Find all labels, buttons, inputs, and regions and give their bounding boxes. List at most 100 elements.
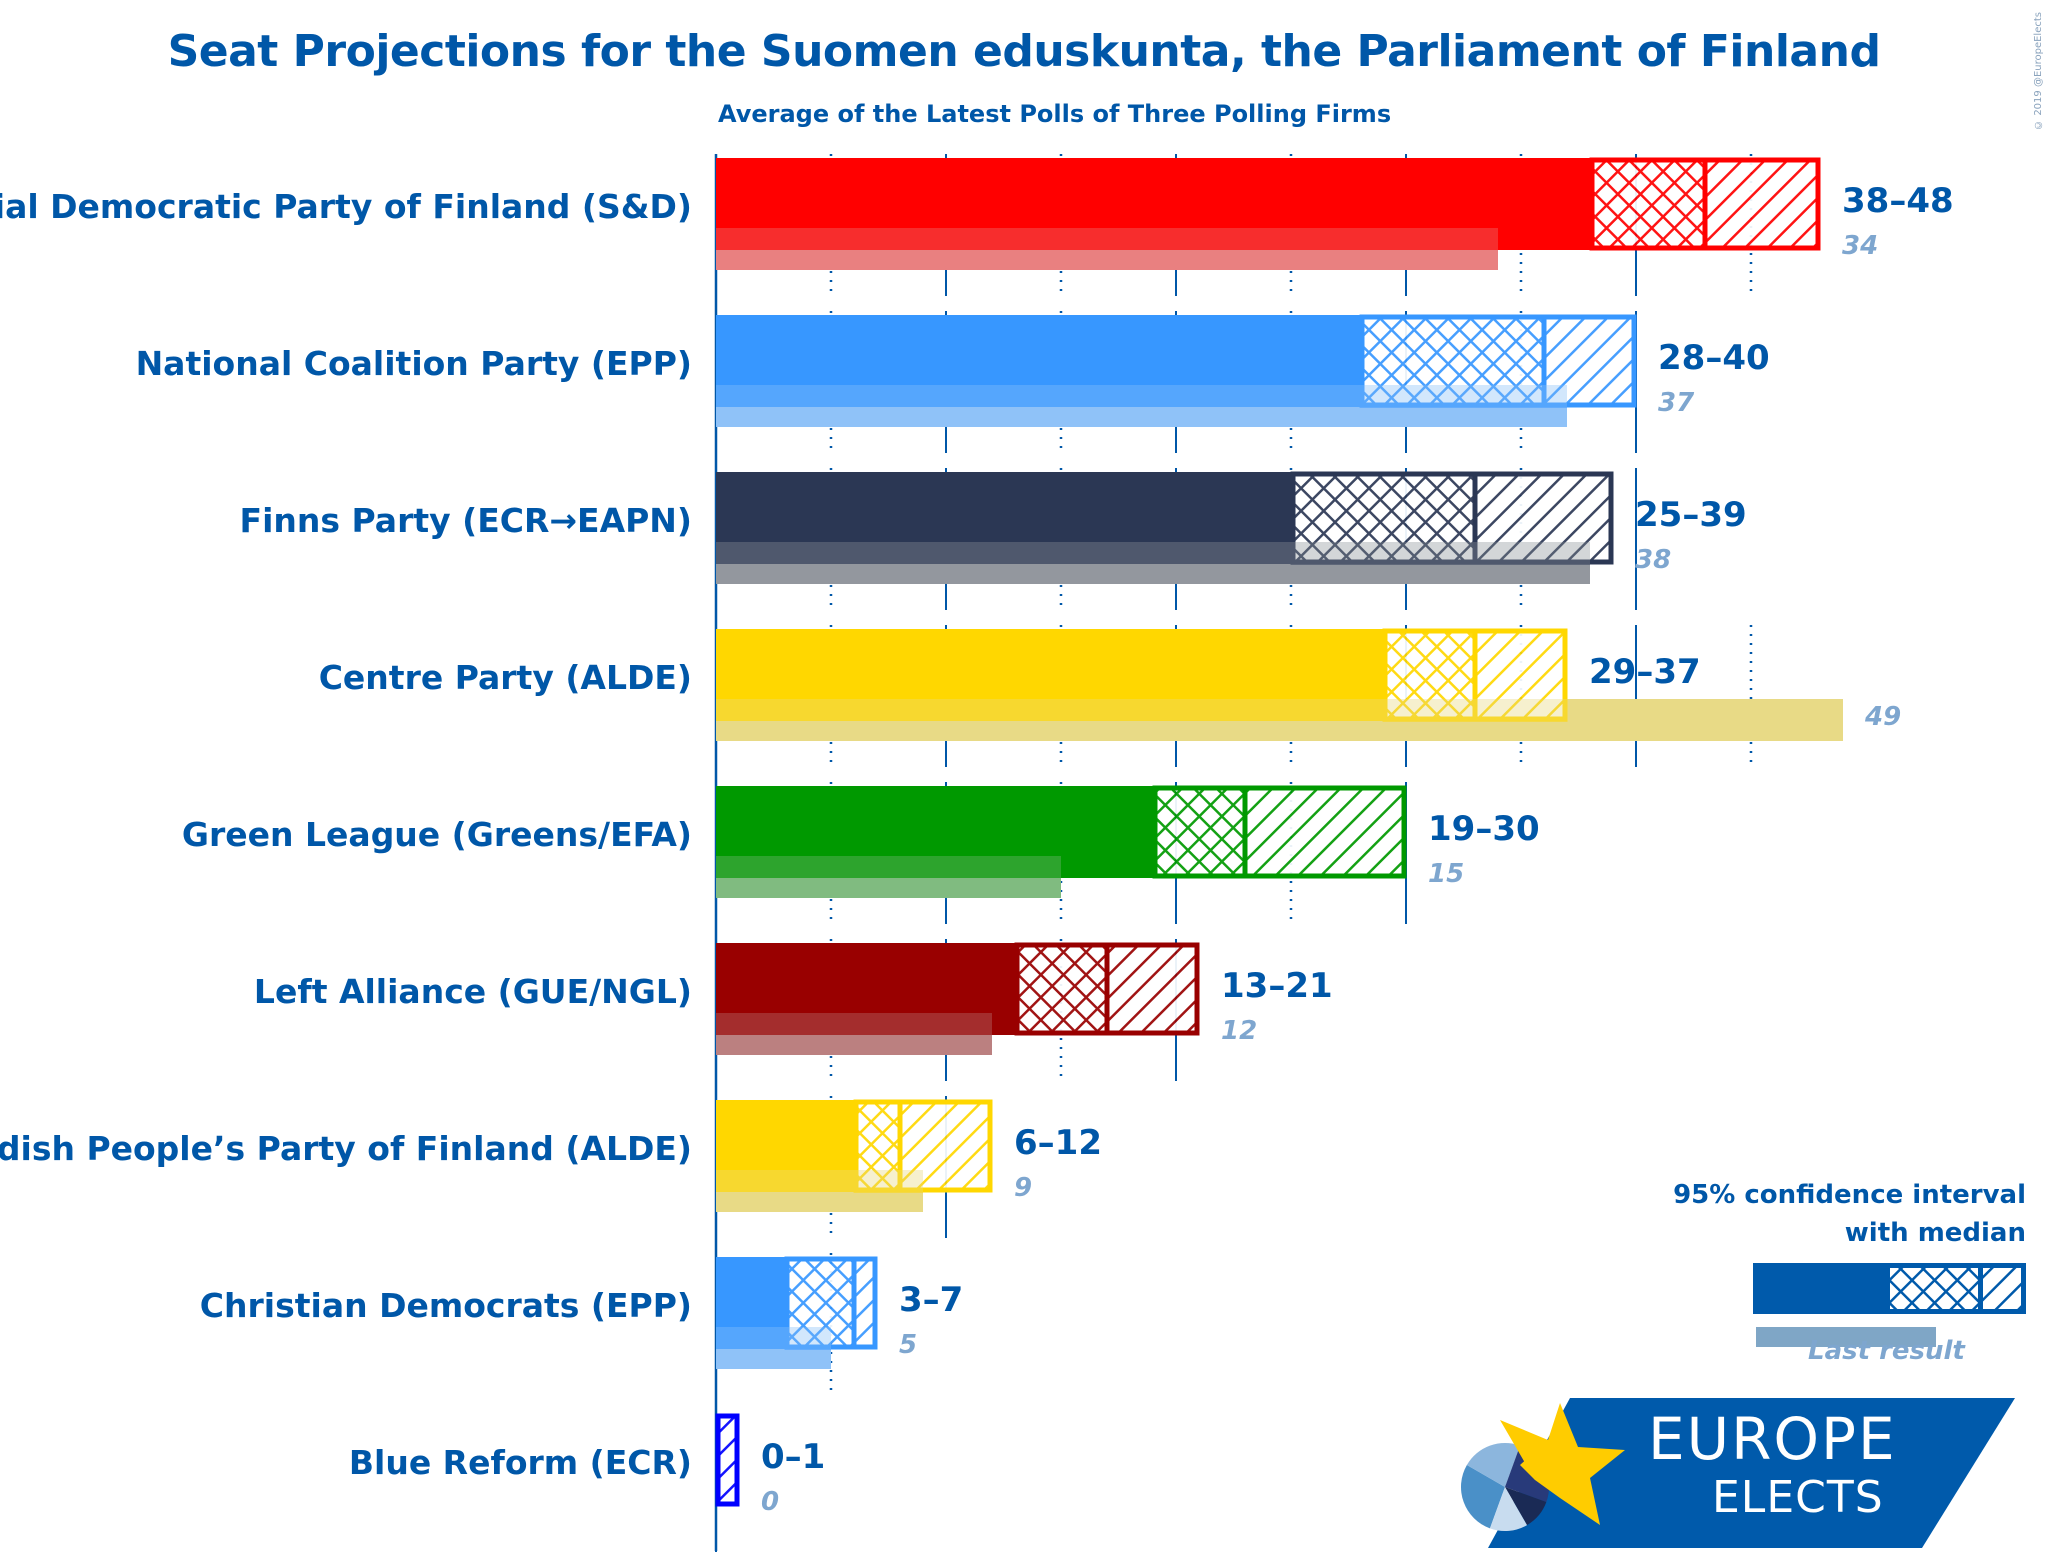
- ci-upper-hatch: [1544, 319, 1636, 403]
- logo-pie-slice: [1489, 1487, 1527, 1531]
- solid-bar: [716, 472, 1291, 564]
- bars: Social Democratic Party of Finland (S&D)…: [0, 157, 1954, 1517]
- last-result-label: 37: [1658, 388, 1695, 418]
- range-label: 0–1: [761, 1437, 825, 1477]
- party-label: Blue Reform (ECR): [349, 1443, 692, 1482]
- last-result-label: 38: [1635, 545, 1671, 575]
- legend-line-2: with median: [1844, 1218, 2026, 1248]
- legend-last-result-swatch: [1756, 1327, 1936, 1347]
- range-label: 6–12: [1014, 1123, 1102, 1163]
- ci-upper-hatch: [716, 1418, 739, 1502]
- range-label: 29–37: [1589, 652, 1701, 692]
- last-result-overlay: [716, 1013, 992, 1035]
- ci-lower-crosshatch: [1291, 476, 1475, 560]
- ci-outline: [1014, 942, 1200, 1036]
- solid-bar: [716, 629, 1383, 721]
- ci-lower-crosshatch: [1153, 790, 1245, 874]
- range-label: 25–39: [1635, 495, 1747, 535]
- solid-bar: [716, 158, 1590, 250]
- ci-lower-crosshatch: [1590, 162, 1705, 246]
- solid-bar: [716, 1257, 785, 1349]
- last-result-label: 5: [899, 1330, 917, 1360]
- party-label: Centre Party (ALDE): [319, 658, 692, 697]
- ci-outline: [1589, 157, 1821, 251]
- solid-bar: [716, 1100, 854, 1192]
- last-result-overlay: [716, 856, 1061, 878]
- logo-star-icon: [1500, 1420, 1590, 1480]
- party-row: Blue Reform (ECR) 0–1 0: [349, 1413, 825, 1517]
- logo-banner: [1488, 1398, 2015, 1548]
- ci-outline: [715, 1413, 740, 1507]
- party-row: Centre Party (ALDE) 29–37 49: [319, 628, 1901, 741]
- logo-pie-slice: [1461, 1465, 1505, 1529]
- logo-text-elects: ELECTS: [1712, 1472, 1884, 1523]
- legend-last-result-label: Last result: [1808, 1336, 1965, 1366]
- ci-lower-crosshatch: [1383, 633, 1475, 717]
- ci-outline: [1359, 314, 1637, 408]
- last-result-label: 49: [1864, 702, 1901, 732]
- party-label: Green League (Greens/EFA): [182, 815, 692, 854]
- party-row: Left Alliance (GUE/NGL) 13–21 12: [254, 942, 1333, 1055]
- last-result-overlay: [716, 385, 1567, 407]
- last-result-label: 9: [1014, 1173, 1032, 1203]
- legend-hatch-swatch: [1983, 1268, 2021, 1309]
- ci-upper-hatch: [1107, 947, 1199, 1031]
- party-label: Christian Democrats (EPP): [200, 1286, 692, 1325]
- party-row: Finns Party (ECR→EAPN) 25–39 38: [240, 471, 1747, 584]
- last-result-label: 12: [1221, 1016, 1257, 1046]
- party-label: Finns Party (ECR→EAPN): [240, 501, 692, 540]
- last-result-overlay: [716, 542, 1590, 564]
- last-result-label: 15: [1428, 859, 1464, 889]
- party-row: Social Democratic Party of Finland (S&D)…: [0, 157, 1954, 270]
- party-row: Green League (Greens/EFA) 19–30 15: [182, 785, 1540, 898]
- chart-subtitle: Average of the Latest Polls of Three Pol…: [718, 100, 1392, 128]
- party-label: Left Alliance (GUE/NGL): [254, 972, 692, 1011]
- ci-outline: [1382, 628, 1568, 722]
- ci-lower-crosshatch: [785, 1261, 854, 1345]
- solid-bar: [716, 943, 1015, 1035]
- party-label: National Coalition Party (EPP): [136, 344, 692, 383]
- party-label: Swedish People’s Party of Finland (ALDE): [0, 1129, 692, 1168]
- last-result-overlay: [716, 1327, 831, 1349]
- party-row: National Coalition Party (EPP) 28–40 37: [136, 314, 1770, 427]
- ci-upper-hatch: [1245, 790, 1406, 874]
- ci-lower-crosshatch: [854, 1104, 900, 1188]
- last-result-overlay: [716, 1170, 923, 1192]
- legend-title: 95% confidence interval with median: [1673, 1176, 2026, 1252]
- ci-upper-hatch: [900, 1104, 992, 1188]
- ci-outline: [784, 1256, 878, 1350]
- chart-title: Seat Projections for the Suomen eduskunt…: [167, 26, 1881, 77]
- last-result-label: 34: [1842, 231, 1878, 261]
- last-result-overlay: [716, 228, 1498, 250]
- range-label: 13–21: [1221, 966, 1333, 1006]
- logo-pie-slice: [1505, 1487, 1547, 1526]
- range-label: 19–30: [1428, 809, 1540, 849]
- solid-bar: [716, 786, 1153, 878]
- ci-upper-hatch: [1475, 633, 1567, 717]
- ci-upper-hatch: [1475, 476, 1613, 560]
- party-row: Swedish People’s Party of Finland (ALDE)…: [0, 1099, 1102, 1212]
- last-result-overlay: [716, 699, 1843, 721]
- europe-elects-logo: [1461, 1398, 2015, 1548]
- range-label: 38–48: [1842, 181, 1954, 221]
- logo-text-europe: EUROPE: [1648, 1405, 1897, 1473]
- ci-outline: [1152, 785, 1407, 879]
- ci-lower-crosshatch: [1015, 947, 1107, 1031]
- legend-solid-swatch: [1753, 1263, 2026, 1314]
- logo-pie-slice: [1466, 1442, 1521, 1487]
- ci-upper-hatch: [1705, 162, 1820, 246]
- legend-crosshatch-swatch: [1890, 1268, 1978, 1309]
- ci-lower-crosshatch: [1360, 319, 1544, 403]
- legend-line-1: 95% confidence interval: [1673, 1180, 2026, 1210]
- ci-outline: [853, 1099, 993, 1193]
- ci-outline: [1290, 471, 1614, 565]
- legend: [1753, 1263, 2026, 1347]
- last-result-label: 0: [761, 1487, 779, 1517]
- party-row: Christian Democrats (EPP) 3–7 5: [200, 1256, 963, 1369]
- party-label: Social Democratic Party of Finland (S&D): [0, 187, 692, 226]
- range-label: 28–40: [1658, 338, 1770, 378]
- range-label: 3–7: [899, 1280, 963, 1320]
- ci-upper-hatch: [854, 1261, 877, 1345]
- solid-bar: [716, 315, 1360, 407]
